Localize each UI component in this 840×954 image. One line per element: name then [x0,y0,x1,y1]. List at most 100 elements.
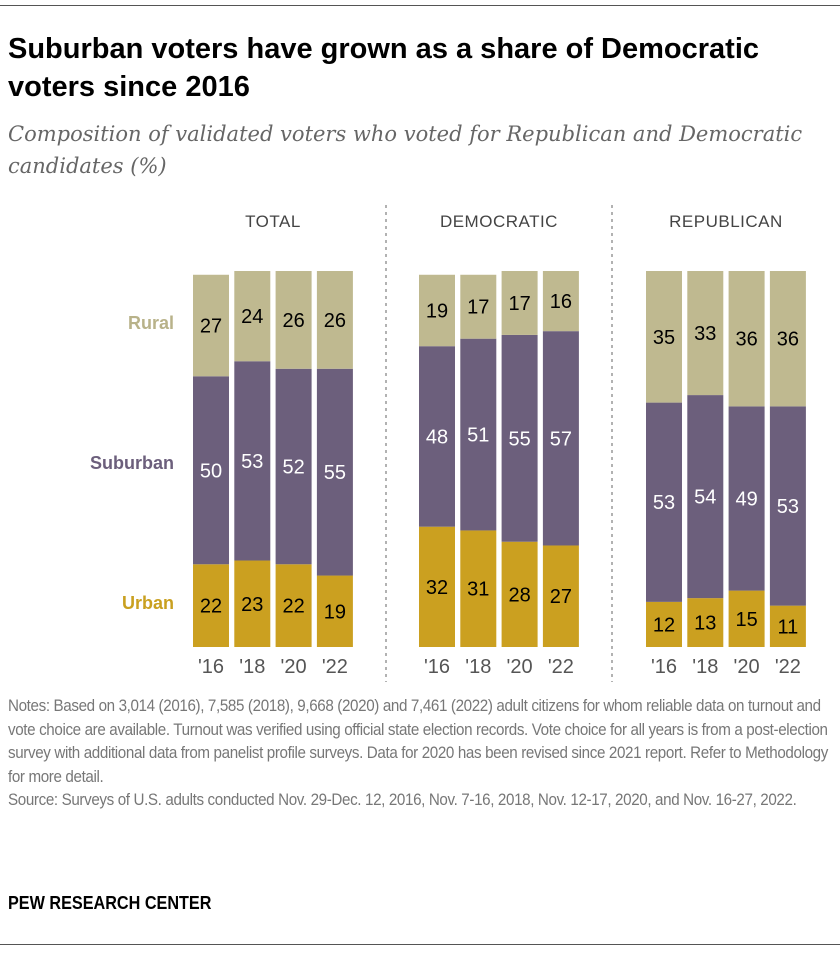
bar-segment-suburban [316,368,353,576]
data-label: 53 [777,496,799,518]
panel-title-republican: REPUBLICAN [669,212,783,231]
notes-text: Notes: Based on 3,014 (2016), 7,585 (201… [8,697,828,786]
bar-segment-suburban [234,361,271,561]
data-label: 32 [426,577,448,599]
data-label: 36 [735,329,757,351]
bar-segment-suburban [275,368,312,565]
notes-block: Notes: Based on 3,014 (2016), 7,585 (201… [8,695,836,813]
bar-segment-rural [275,271,312,369]
bar-segment-urban [193,564,229,647]
data-label: 22 [282,596,304,618]
bar-segment-urban [275,564,312,647]
year-tick-label: '22 [322,656,348,678]
year-tick-label: '16 [424,656,450,678]
data-label: 51 [467,425,489,447]
bar-segment-urban [687,598,724,647]
data-label: 26 [324,310,346,332]
top-rule [0,5,840,6]
bar-segment-suburban [728,406,765,591]
data-label: 36 [777,329,799,351]
bar-segment-suburban [193,376,229,565]
data-label: 16 [550,291,572,313]
panel-title-total: TOTAL [245,212,301,231]
bar-segment-suburban [769,406,806,606]
data-label: 27 [550,586,572,608]
series-label-rural: Rural [128,313,174,333]
bar-segment-urban [501,541,538,647]
data-label: 33 [694,323,716,345]
bar-segment-rural [769,271,806,407]
source-text: Source: Surveys of U.S. adults conducted… [8,791,797,809]
bar-segment-rural [501,271,538,335]
bar-segment-suburban [501,334,538,542]
data-label: 53 [653,492,675,514]
series-label-urban: Urban [122,593,174,613]
panel-title-democratic: DEMOCRATIC [440,212,558,231]
bar-segment-suburban [646,402,682,602]
bar-segment-rural [687,271,724,396]
bar-segment-urban [769,605,806,647]
brand-logo-text: PEW RESEARCH CENTER [8,893,212,913]
year-tick-label: '18 [692,656,718,678]
series-label-suburban: Suburban [90,453,174,473]
data-label: 31 [467,579,489,601]
bar-segment-rural [460,274,497,339]
chart-subtitle: Composition of validated voters who vote… [8,122,803,178]
bar-segment-suburban [419,346,455,527]
year-tick-label: '20 [734,656,760,678]
data-label: 27 [200,316,222,338]
data-label: 22 [200,596,222,618]
chart-title: Suburban voters have grown as a share of… [8,33,760,103]
year-tick-label: '18 [239,656,265,678]
bar-segment-suburban [460,338,497,531]
bar-segment-rural [728,271,765,407]
data-label: 50 [200,460,222,482]
bar-segment-suburban [542,331,579,546]
data-label: 55 [508,428,530,450]
bar-segment-urban [316,575,353,647]
data-label: 26 [282,310,304,332]
year-tick-label: '22 [548,656,574,678]
year-tick-label: '22 [775,656,801,678]
data-label: 13 [694,613,716,635]
year-tick-label: '20 [281,656,307,678]
bar-segment-rural [419,274,455,347]
data-label: 52 [282,457,304,479]
data-label: 53 [241,451,263,473]
data-label: 15 [735,609,757,631]
data-label: 28 [508,584,530,606]
bar-segment-urban [542,545,579,647]
data-label: 12 [653,614,675,636]
bar-segment-urban [646,601,682,647]
bar-segment-urban [460,530,497,647]
year-tick-label: '16 [651,656,677,678]
data-label: 24 [241,306,263,328]
bar-segment-suburban [687,395,724,599]
data-label: 55 [324,462,346,484]
bar-segment-urban [419,526,455,647]
bar-segment-urban [728,590,765,647]
year-tick-label: '18 [465,656,491,678]
data-label: 11 [778,616,799,638]
data-label: 54 [694,487,716,509]
year-tick-label: '16 [198,656,224,678]
bar-segment-urban [234,560,271,647]
data-label: 23 [241,594,263,616]
bottom-rule [0,944,840,945]
data-label: 17 [508,293,530,315]
data-label: 35 [653,327,675,349]
data-label: 48 [426,426,448,448]
year-tick-label: '20 [507,656,533,678]
bar-segment-rural [646,271,682,403]
data-label: 17 [467,297,489,319]
data-label: 19 [324,601,346,623]
bar-segment-rural [234,271,271,362]
stacked-bar-chart: Urban Suburban Rural TOTAL 22 50 27 '16 23 53 24 '1… [90,205,806,682]
data-label: 19 [426,300,448,322]
bar-segment-rural [316,271,353,369]
bar-segment-rural [193,274,229,377]
data-label: 57 [550,428,572,450]
data-label: 49 [735,488,757,510]
bar-segment-rural [542,271,579,332]
